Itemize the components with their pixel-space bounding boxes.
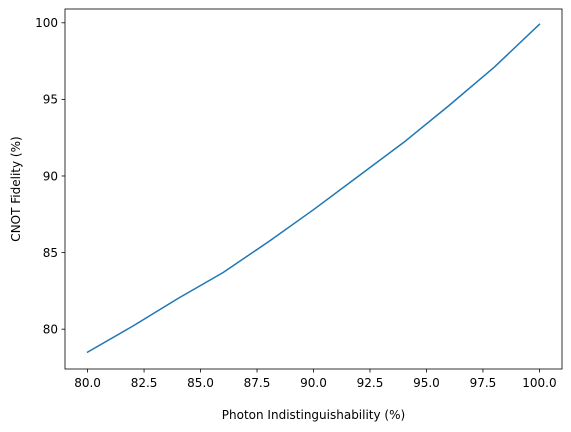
x-axis-label: Photon Indistinguishability (%) — [222, 408, 405, 422]
y-tick-label: 95 — [43, 93, 58, 107]
x-tick-label: 100.0 — [522, 376, 556, 390]
plot-frame — [64, 8, 563, 370]
y-tick-label: 90 — [43, 169, 58, 183]
x-tick-label: 80.0 — [74, 376, 101, 390]
x-tick-label: 95.0 — [413, 376, 440, 390]
y-axis-label: CNOT Fidelity (%) — [9, 136, 23, 241]
x-tick-label: 97.5 — [470, 376, 497, 390]
y-tick-label: 100 — [35, 16, 58, 30]
x-tick-label: 85.0 — [187, 376, 214, 390]
y-tick-label: 80 — [43, 322, 58, 336]
fidelity-series-line — [86, 23, 541, 354]
x-tick-label: 82.5 — [131, 376, 158, 390]
x-tick-label: 92.5 — [357, 376, 384, 390]
x-tick-label: 87.5 — [244, 376, 271, 390]
x-tick-label: 90.0 — [300, 376, 327, 390]
y-tick-label: 85 — [43, 246, 58, 260]
